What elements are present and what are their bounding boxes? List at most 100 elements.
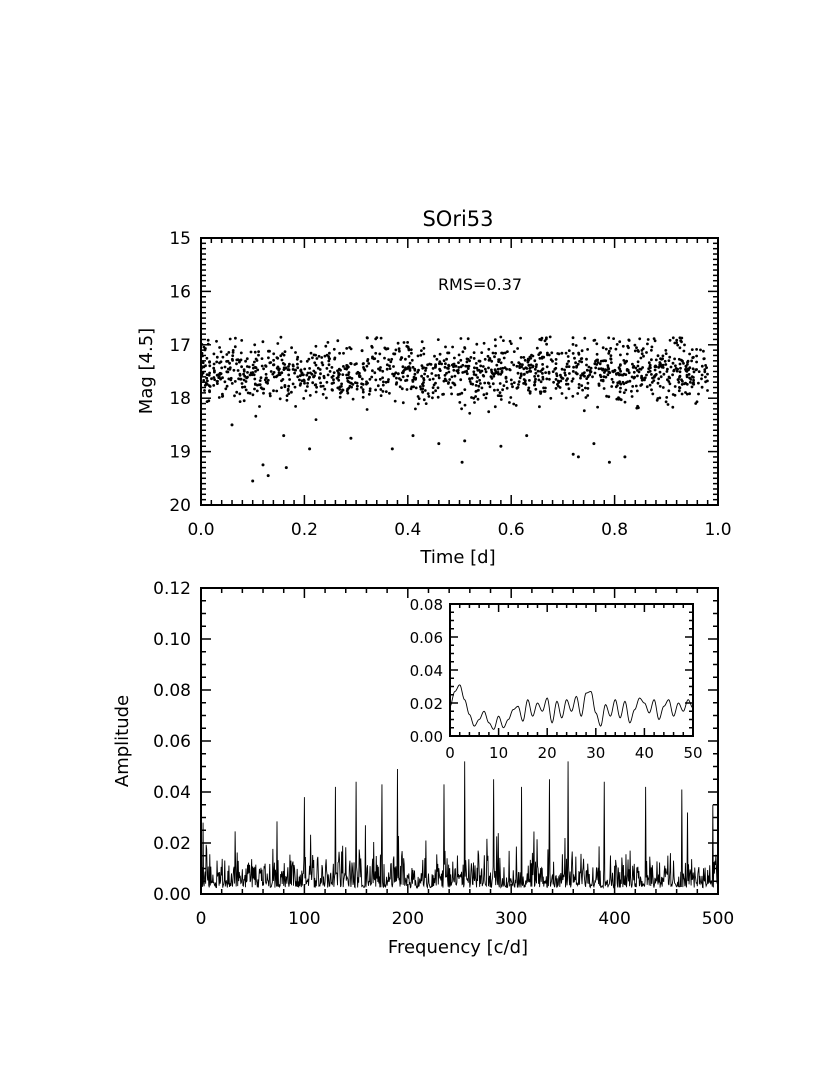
data-point: [422, 381, 425, 384]
data-point: [682, 362, 685, 365]
data-point: [699, 348, 702, 352]
data-point: [453, 383, 457, 387]
data-point: [534, 377, 537, 381]
data-point: [422, 346, 426, 350]
data-point: [414, 386, 418, 390]
data-point: [485, 392, 489, 396]
data-point: [340, 382, 343, 386]
data-point: [592, 339, 596, 342]
data-point: [671, 336, 675, 340]
data-point: [413, 367, 417, 371]
data-point: [370, 375, 374, 379]
data-point: [312, 375, 315, 379]
x-tick-label: 10: [489, 744, 508, 762]
data-point: [278, 397, 282, 401]
data-point: [574, 371, 578, 375]
data-point: [253, 350, 257, 354]
data-point: [528, 391, 532, 395]
data-point: [290, 390, 293, 394]
data-point: [566, 355, 570, 358]
data-point: [498, 391, 502, 394]
data-point: [441, 393, 444, 396]
data-point: [694, 368, 698, 372]
data-point: [233, 380, 237, 383]
data-point: [449, 386, 453, 389]
data-point: [586, 387, 590, 390]
outlier-point: [266, 474, 270, 478]
data-point: [535, 363, 538, 367]
chart-title: SOri53: [422, 207, 493, 231]
data-point: [581, 388, 584, 392]
data-point: [358, 374, 362, 378]
data-point: [240, 365, 244, 369]
data-point: [687, 373, 691, 376]
data-point: [240, 339, 244, 342]
data-point: [575, 364, 579, 368]
data-point: [618, 373, 621, 376]
data-point: [431, 396, 434, 400]
data-point: [694, 402, 698, 405]
data-point: [431, 367, 435, 370]
data-point: [404, 357, 407, 361]
data-point: [627, 339, 631, 342]
outlier-point: [251, 479, 255, 483]
data-point: [610, 361, 613, 364]
data-point: [502, 356, 506, 360]
data-point: [461, 371, 465, 374]
data-point: [416, 402, 420, 406]
data-point: [617, 397, 621, 401]
data-point: [440, 362, 443, 366]
data-point: [498, 394, 501, 397]
data-point: [624, 373, 628, 376]
data-point: [400, 356, 403, 359]
data-point: [238, 392, 242, 396]
data-point: [401, 401, 405, 405]
data-point: [690, 385, 694, 389]
data-point: [457, 361, 460, 364]
data-point: [332, 371, 336, 374]
data-point: [451, 381, 455, 385]
data-point: [541, 377, 545, 381]
data-point: [596, 361, 600, 364]
data-point: [260, 357, 264, 360]
y-tick-label: 16: [169, 282, 191, 302]
data-point: [300, 373, 304, 377]
data-point: [308, 375, 311, 379]
data-point: [407, 355, 411, 358]
data-point: [351, 383, 355, 386]
data-point: [700, 373, 704, 377]
data-point: [338, 372, 341, 376]
data-point: [593, 371, 597, 375]
data-point: [231, 349, 235, 352]
data-point: [275, 356, 279, 359]
data-point: [486, 381, 490, 385]
data-point: [510, 382, 514, 386]
data-point: [353, 363, 357, 366]
data-point: [341, 388, 345, 392]
data-point: [259, 376, 263, 380]
data-point: [607, 395, 611, 399]
data-point: [338, 351, 341, 355]
data-point: [275, 389, 279, 393]
data-point: [345, 376, 349, 380]
data-point: [233, 345, 237, 349]
data-point: [340, 384, 343, 388]
data-point: [684, 381, 687, 385]
data-point: [650, 345, 654, 349]
data-point: [690, 359, 693, 363]
data-point: [408, 361, 412, 365]
data-point: [332, 378, 335, 382]
x-tick-label: 0.6: [498, 520, 525, 540]
outlier-point: [460, 460, 464, 464]
data-point: [660, 357, 663, 361]
data-point: [396, 372, 400, 376]
data-point: [469, 382, 473, 386]
data-point: [468, 411, 472, 415]
data-point: [659, 375, 663, 379]
data-point: [436, 338, 440, 341]
data-point: [355, 372, 359, 375]
data-point: [475, 389, 478, 393]
data-point: [472, 357, 476, 360]
data-point: [499, 372, 503, 376]
data-point: [383, 356, 386, 360]
